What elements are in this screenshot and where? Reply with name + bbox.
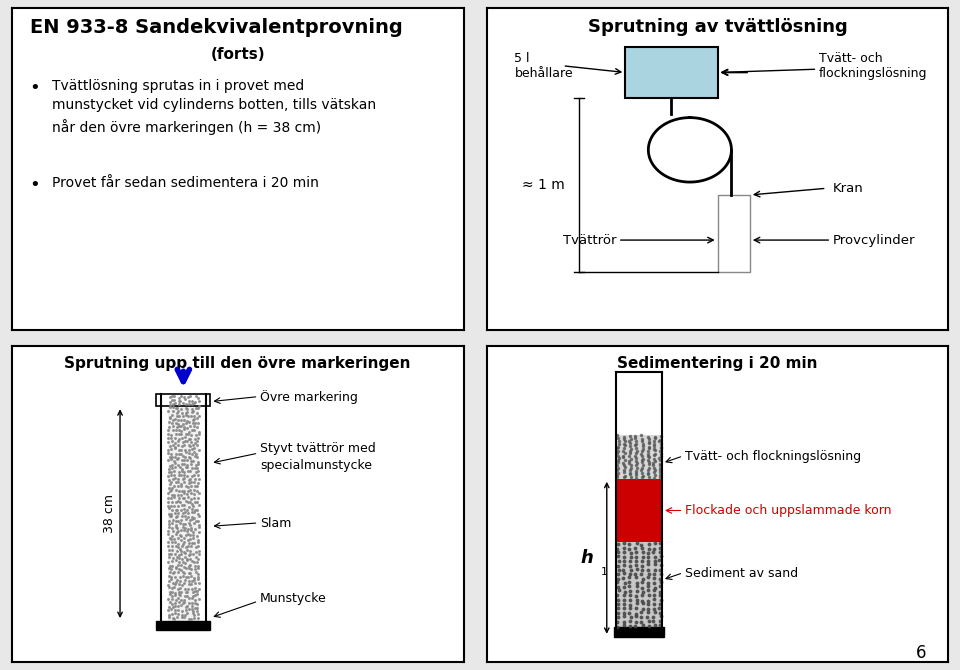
Text: h: h: [580, 549, 593, 567]
Text: 6: 6: [916, 644, 926, 662]
Text: Flockade och uppslammade korn: Flockade och uppslammade korn: [685, 504, 892, 517]
Text: 5 l
behållare: 5 l behållare: [515, 52, 573, 80]
Text: Sprutning av tvättlösning: Sprutning av tvättlösning: [588, 17, 848, 36]
Text: 38 cm: 38 cm: [103, 494, 115, 533]
Text: ≈ 1 m: ≈ 1 m: [522, 178, 565, 192]
Text: Tvätt- och flockningslösning: Tvätt- och flockningslösning: [685, 450, 861, 464]
Bar: [616, 542, 662, 627]
Bar: [156, 394, 210, 406]
Text: Kran: Kran: [833, 182, 864, 195]
Bar: [167, 394, 199, 621]
Text: Tvättrör: Tvättrör: [563, 234, 616, 247]
Text: Provcylinder: Provcylinder: [833, 234, 916, 247]
Text: Sprutning upp till den övre markeringen: Sprutning upp till den övre markeringen: [64, 356, 411, 371]
Text: Sedimentering i 20 min: Sedimentering i 20 min: [617, 356, 818, 371]
Text: EN 933-8 Sandekvivalentprovning: EN 933-8 Sandekvivalentprovning: [30, 17, 402, 37]
Text: •: •: [30, 176, 40, 194]
Bar: [616, 372, 662, 435]
Bar: [156, 621, 210, 630]
Text: Provet får sedan sedimentera i 20 min: Provet får sedan sedimentera i 20 min: [52, 176, 319, 190]
Text: Styvt tvättrör med
specialmunstycke: Styvt tvättrör med specialmunstycke: [260, 442, 376, 472]
Bar: [718, 195, 750, 272]
Text: •: •: [30, 79, 40, 97]
Text: Tvättlösning sprutas in i provet med
munstycket vid cylinderns botten, tills vät: Tvättlösning sprutas in i provet med mun…: [52, 79, 376, 135]
Text: Tvätt- och
flockningslösning: Tvätt- och flockningslösning: [819, 52, 927, 80]
Text: 1: 1: [601, 567, 608, 578]
Bar: [625, 47, 718, 98]
Text: Slam: Slam: [260, 517, 292, 529]
Text: Munstycke: Munstycke: [260, 592, 327, 606]
Text: Sediment av sand: Sediment av sand: [685, 567, 799, 580]
Text: (forts): (forts): [210, 47, 265, 62]
Bar: [616, 435, 662, 479]
Bar: [613, 627, 664, 636]
Text: Övre markering: Övre markering: [260, 390, 358, 404]
Bar: [616, 479, 662, 542]
